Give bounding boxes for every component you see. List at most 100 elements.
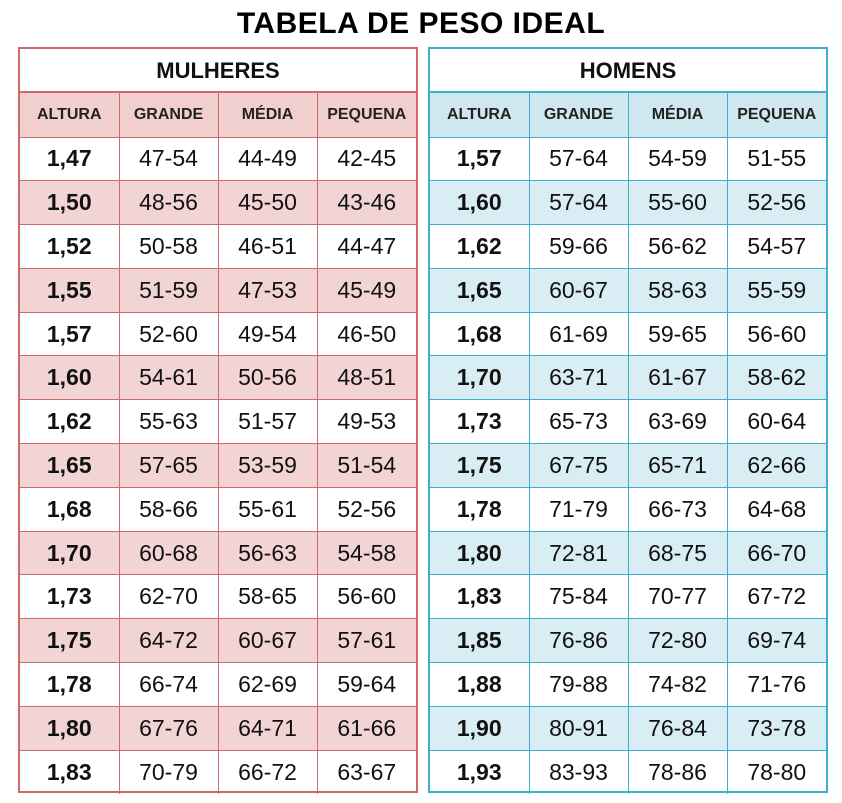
table-row: 1,57 52-60 49-54 46-50 (20, 311, 416, 357)
media-cell: 70-77 (627, 574, 728, 620)
height-cell: 1,70 (20, 530, 120, 576)
height-cell: 1,90 (430, 705, 530, 751)
media-cell: 65-71 (627, 443, 728, 488)
pequena-cell: 57-61 (316, 618, 416, 664)
media-cell: 58-65 (217, 574, 318, 620)
height-cell: 1,73 (20, 574, 120, 620)
height-cell: 1,70 (430, 355, 530, 401)
height-cell: 1,93 (430, 749, 530, 794)
pequena-cell: 43-46 (316, 180, 416, 226)
pequena-cell: 69-74 (726, 618, 826, 664)
media-cell: 58-63 (627, 267, 728, 313)
pequena-cell: 45-49 (316, 267, 416, 313)
pequena-cell: 71-76 (726, 662, 826, 707)
media-cell: 51-57 (217, 399, 318, 445)
table-row: 1,62 55-63 51-57 49-53 (20, 399, 416, 445)
women-heading: MULHERES (20, 49, 416, 93)
media-cell: 53-59 (217, 443, 318, 488)
pequena-cell: 51-55 (726, 136, 826, 182)
grande-cell: 79-88 (528, 662, 629, 707)
grande-cell: 47-54 (118, 136, 219, 182)
grande-cell: 60-67 (528, 267, 629, 313)
grande-cell: 51-59 (118, 267, 219, 313)
media-cell: 63-69 (627, 399, 728, 445)
grande-cell: 57-64 (528, 136, 629, 182)
pequena-cell: 78-80 (726, 749, 826, 794)
table-row: 1,78 71-79 66-73 64-68 (430, 486, 826, 532)
pequena-cell: 67-72 (726, 574, 826, 620)
grande-cell: 55-63 (118, 399, 219, 445)
height-cell: 1,68 (20, 486, 120, 532)
grande-cell: 62-70 (118, 574, 219, 620)
media-cell: 72-80 (627, 618, 728, 664)
pequena-cell: 55-59 (726, 267, 826, 313)
page-title: TABELA DE PESO IDEAL (236, 7, 606, 40)
height-cell: 1,57 (430, 136, 530, 182)
media-cell: 45-50 (217, 180, 318, 226)
grande-cell: 57-65 (118, 443, 219, 488)
height-cell: 1,62 (430, 224, 530, 269)
height-cell: 1,83 (430, 574, 530, 620)
column-header-grande: GRANDE (528, 93, 629, 138)
pequena-cell: 73-78 (726, 705, 826, 751)
media-cell: 64-71 (217, 705, 318, 751)
women-table-body: 1,47 47-54 44-49 42-45 1,50 48-56 45-50 43-46 1,… (20, 136, 416, 794)
column-header-media: MÉDIA (217, 93, 318, 138)
height-cell: 1,55 (20, 267, 120, 313)
media-cell: 56-63 (217, 530, 318, 576)
grande-cell: 67-75 (528, 443, 629, 488)
pequena-cell: 54-58 (316, 530, 416, 576)
table-row: 1,62 59-66 56-62 54-57 (430, 224, 826, 269)
grande-cell: 60-68 (118, 530, 219, 576)
grande-cell: 61-69 (528, 311, 629, 357)
grande-cell: 58-66 (118, 486, 219, 532)
media-cell: 44-49 (217, 136, 318, 182)
height-cell: 1,60 (430, 180, 530, 226)
table-row: 1,65 60-67 58-63 55-59 (430, 267, 826, 313)
table-row: 1,93 83-93 78-86 78-80 (430, 749, 826, 794)
table-row: 1,60 54-61 50-56 48-51 (20, 355, 416, 401)
grande-cell: 80-91 (528, 705, 629, 751)
pequena-cell: 58-62 (726, 355, 826, 401)
pequena-cell: 64-68 (726, 486, 826, 532)
grande-cell: 50-58 (118, 224, 219, 269)
height-cell: 1,62 (20, 399, 120, 445)
pequena-cell: 56-60 (726, 311, 826, 357)
table-row: 1,60 57-64 55-60 52-56 (430, 180, 826, 226)
column-header-pequena: PEQUENA (316, 93, 416, 138)
media-cell: 49-54 (217, 311, 318, 357)
height-cell: 1,50 (20, 180, 120, 226)
column-header-media: MÉDIA (627, 93, 728, 138)
media-cell: 60-67 (217, 618, 318, 664)
column-header-altura: ALTURA (20, 93, 120, 138)
height-cell: 1,88 (430, 662, 530, 707)
grande-cell: 64-72 (118, 618, 219, 664)
media-cell: 54-59 (627, 136, 728, 182)
pequena-cell: 42-45 (316, 136, 416, 182)
height-cell: 1,65 (430, 267, 530, 313)
table-row: 1,85 76-86 72-80 69-74 (430, 618, 826, 664)
media-cell: 61-67 (627, 355, 728, 401)
media-cell: 74-82 (627, 662, 728, 707)
height-cell: 1,83 (20, 749, 120, 794)
media-cell: 66-72 (217, 749, 318, 794)
grande-cell: 59-66 (528, 224, 629, 269)
media-cell: 76-84 (627, 705, 728, 751)
column-header-pequena: PEQUENA (726, 93, 826, 138)
grande-cell: 66-74 (118, 662, 219, 707)
pequena-cell: 59-64 (316, 662, 416, 707)
pequena-cell: 44-47 (316, 224, 416, 269)
men-table-body: 1,57 57-64 54-59 51-55 1,60 57-64 55-60 52-56 1,… (430, 136, 826, 794)
pequena-cell: 49-53 (316, 399, 416, 445)
pequena-cell: 48-51 (316, 355, 416, 401)
pequena-cell: 61-66 (316, 705, 416, 751)
height-cell: 1,78 (430, 486, 530, 532)
table-row: 1,65 57-65 53-59 51-54 (20, 443, 416, 488)
pequena-cell: 51-54 (316, 443, 416, 488)
pequena-cell: 56-60 (316, 574, 416, 620)
table-row: 1,70 63-71 61-67 58-62 (430, 355, 826, 401)
table-row: 1,83 75-84 70-77 67-72 (430, 574, 826, 620)
media-cell: 78-86 (627, 749, 728, 794)
height-cell: 1,85 (430, 618, 530, 664)
height-cell: 1,80 (430, 530, 530, 576)
